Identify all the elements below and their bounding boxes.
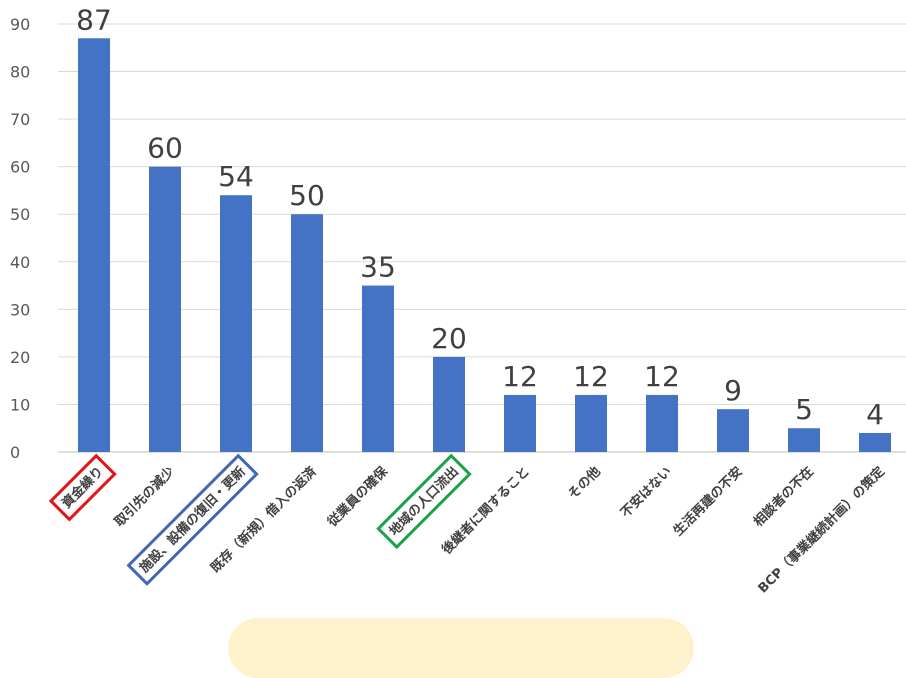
data-label: 20 xyxy=(431,322,467,355)
x-tick-label: その他 xyxy=(565,464,604,503)
x-tick-label-group: その他 xyxy=(565,464,604,503)
x-tick-label: BCP（事業継続計画）の策定 xyxy=(755,464,888,597)
y-tick-label: 50 xyxy=(10,205,30,224)
bar xyxy=(575,394,607,452)
data-label: 12 xyxy=(644,360,680,393)
data-label: 5 xyxy=(795,393,813,426)
data-label: 9 xyxy=(724,374,742,407)
x-tick-label-group: 従業員の確保 xyxy=(324,463,392,531)
y-tick-label: 20 xyxy=(10,348,30,367)
x-tick-label-group: BCP（事業継続計画）の策定 xyxy=(755,464,888,597)
bar xyxy=(788,428,820,452)
x-tick-label: 取引先の減少 xyxy=(111,464,177,530)
data-label: 12 xyxy=(502,360,538,393)
data-label: 87 xyxy=(76,3,112,36)
bar xyxy=(220,195,252,452)
y-tick-label: 60 xyxy=(10,158,30,177)
highlight-box xyxy=(48,453,117,522)
bar xyxy=(149,166,181,452)
bar xyxy=(433,356,465,452)
data-label: 12 xyxy=(573,360,609,393)
data-label: 60 xyxy=(147,132,183,165)
data-label: 35 xyxy=(360,251,396,284)
x-tick-label-group: 相談者の不在 xyxy=(750,464,816,530)
x-tick-label: 生活再建の不安 xyxy=(670,464,746,540)
y-tick-label: 90 xyxy=(10,15,30,34)
data-label: 54 xyxy=(218,160,254,193)
x-tick-label-group: 取引先の減少 xyxy=(111,464,177,530)
bar xyxy=(504,394,536,452)
x-tick-label: 地域の人口流出 xyxy=(386,464,462,540)
note-box-partial xyxy=(228,618,694,678)
y-tick-label: 70 xyxy=(10,110,30,129)
x-tick-label-group: 資金繰り xyxy=(48,453,117,522)
bar xyxy=(859,432,891,452)
data-label: 4 xyxy=(866,398,884,431)
x-tick-label: 相談者の不在 xyxy=(750,464,816,530)
bar xyxy=(717,409,749,452)
bars xyxy=(78,38,891,453)
bar xyxy=(78,38,110,453)
y-axis-ticks: 0 10 20 30 40 50 60 70 80 90 xyxy=(10,15,30,462)
bar xyxy=(646,394,678,452)
y-tick-label: 0 xyxy=(10,443,20,462)
y-tick-label: 10 xyxy=(10,395,30,414)
bar xyxy=(362,285,394,452)
highlight-box xyxy=(376,453,472,550)
x-tick-label-group: 不安はない xyxy=(618,464,675,521)
data-label: 50 xyxy=(289,179,325,212)
bar-chart: 0 10 20 30 40 50 60 70 80 90 87 60 54 50 35 20 12 12 12 9 5… xyxy=(10,3,906,678)
x-tick-label-group: 生活再建の不安 xyxy=(670,464,746,540)
y-tick-label: 80 xyxy=(10,63,30,82)
x-tick-label: 従業員の確保 xyxy=(324,463,392,531)
highlight-box xyxy=(126,453,259,586)
gridlines xyxy=(58,23,906,453)
x-tick-label-group: 施設、設備の復旧・更新 xyxy=(126,453,259,586)
y-tick-label: 30 xyxy=(10,300,30,319)
x-tick-label: 不安はない xyxy=(618,464,675,521)
y-tick-label: 40 xyxy=(10,253,30,272)
bar xyxy=(291,214,323,452)
